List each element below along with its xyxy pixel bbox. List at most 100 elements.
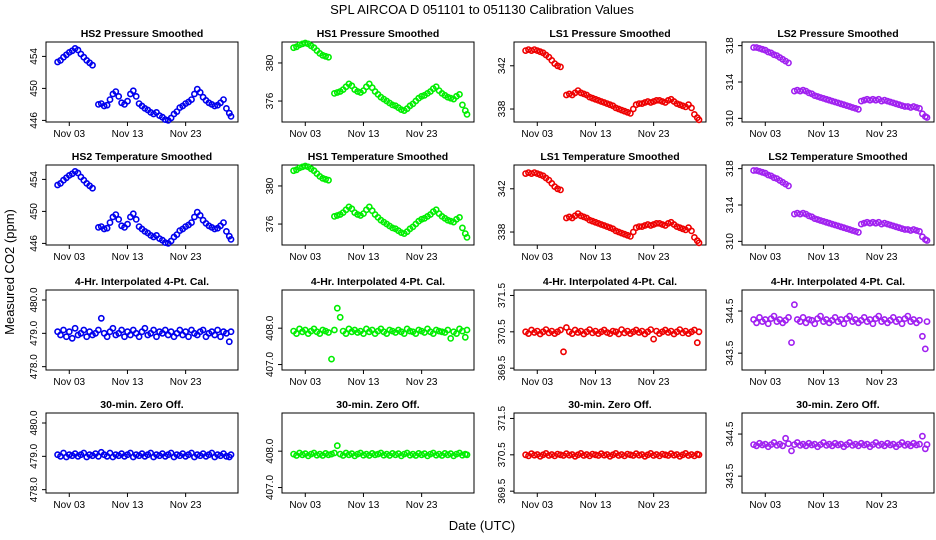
data-point [95,101,102,108]
data-point [129,210,137,218]
x-tick-label: Nov 13 [580,500,612,511]
chart-panel: 30-min. Zero Off. Nov 03 Nov 13 Nov 23 369.5… [497,399,707,511]
y-tick-label: 454 [29,171,40,188]
data-point [913,441,920,449]
chart-panel: LS2 Temperature Smoothed Nov 03 Nov 13 Nov … [725,151,935,263]
data-point [785,59,792,67]
data-point [557,451,564,459]
data-point [333,442,341,450]
x-tick-label: Nov 13 [348,377,380,388]
data-point [693,339,701,347]
data-point [103,224,111,232]
plot-frame [45,41,239,123]
panel-title: 4-Hr. Interpolated 4-Pt. Cal. [543,276,677,288]
data-point [360,330,367,337]
data-point [624,450,631,458]
data-point [695,239,703,247]
data-point [196,211,204,219]
data-point [106,219,114,226]
data-point [330,326,338,334]
data-point [791,301,798,309]
data-point [182,328,189,336]
data-point [456,91,463,98]
panel-title: 4-Hr. Interpolated 4-Pt. Cal. [75,276,209,288]
panel-title: 30-min. Zero Off. [100,399,184,411]
data-point [855,228,862,236]
figure-title: SPL AIRCOA D 051101 to 051130 Calibratio… [330,2,634,17]
y-tick-label: 407.0 [265,352,276,377]
data-point [97,314,105,322]
data-point [80,326,88,334]
data-point [438,328,446,336]
x-tick-label: Nov 23 [406,252,438,263]
data-point [132,215,140,223]
x-tick-label: Nov 13 [112,500,144,511]
x-tick-label: Nov 03 [749,377,781,388]
data-point [461,333,469,341]
data-point [589,450,596,458]
data-point [788,339,795,346]
chart-panel: 4-Hr. Interpolated 4-Pt. Cal. Nov 03 Nov 1… [29,276,239,388]
data-point [921,345,929,353]
data-point [141,324,149,332]
y-tick-label: 478.0 [29,354,40,379]
y-tick-label: 370.5 [497,442,508,467]
data-point [71,324,79,332]
data-point [923,237,931,244]
y-tick-label: 479.0 [29,443,40,468]
data-point [188,96,195,103]
x-tick-label: Nov 13 [112,252,144,263]
data-point [788,447,795,455]
data-point [849,104,856,111]
data-point [112,88,120,95]
data-point [659,450,666,458]
data-point [923,441,931,448]
data-point [342,330,350,337]
data-point [222,227,230,235]
data-point [196,89,204,96]
data-point [557,63,564,71]
data-point [336,313,344,321]
data-point [750,167,757,174]
panel-title: LS1 Temperature Smoothed [540,151,679,163]
data-point [840,320,848,328]
data-point [161,239,169,246]
x-tick-label: Nov 03 [289,129,321,140]
plot-frame [513,164,707,246]
plot-frame [45,164,239,246]
y-tick-label: 450 [29,203,40,220]
data-point [63,333,70,341]
panel-title: LS2 Pressure Smoothed [777,28,898,40]
data-point [849,227,856,234]
x-tick-label: Nov 13 [580,377,612,388]
data-point [65,328,73,336]
data-point [211,331,219,339]
data-point [406,327,414,335]
data-point [325,451,332,459]
data-point [881,96,888,104]
plot-frame [741,289,935,371]
data-point [89,184,96,192]
x-tick-label: Nov 23 [406,377,438,388]
x-tick-label: Nov 03 [521,377,553,388]
data-point [913,104,920,111]
data-point [695,116,703,124]
data-point [919,332,926,340]
x-tick-label: Nov 03 [53,377,85,388]
panel-title: LS1 Pressure Smoothed [549,28,670,40]
y-tick-label: 318 [725,160,736,177]
data-point [916,316,923,324]
y-tick-label: 343.5 [725,463,736,488]
plot-frame [281,41,475,123]
chart-panel: LS1 Pressure Smoothed Nov 03 Nov 13 Nov 23 3… [497,28,707,140]
data-point [444,326,452,334]
panel-title: LS2 Temperature Smoothed [768,151,907,163]
data-point [869,320,877,328]
data-point [688,104,695,112]
x-tick-label: Nov 13 [112,377,144,388]
data-point [695,451,703,459]
y-tick-label: 343.5 [725,340,736,365]
data-point [627,110,634,117]
chart-panel: HS2 Pressure Smoothed Nov 03 Nov 13 Nov 23 4… [29,28,239,140]
data-point [150,326,157,334]
